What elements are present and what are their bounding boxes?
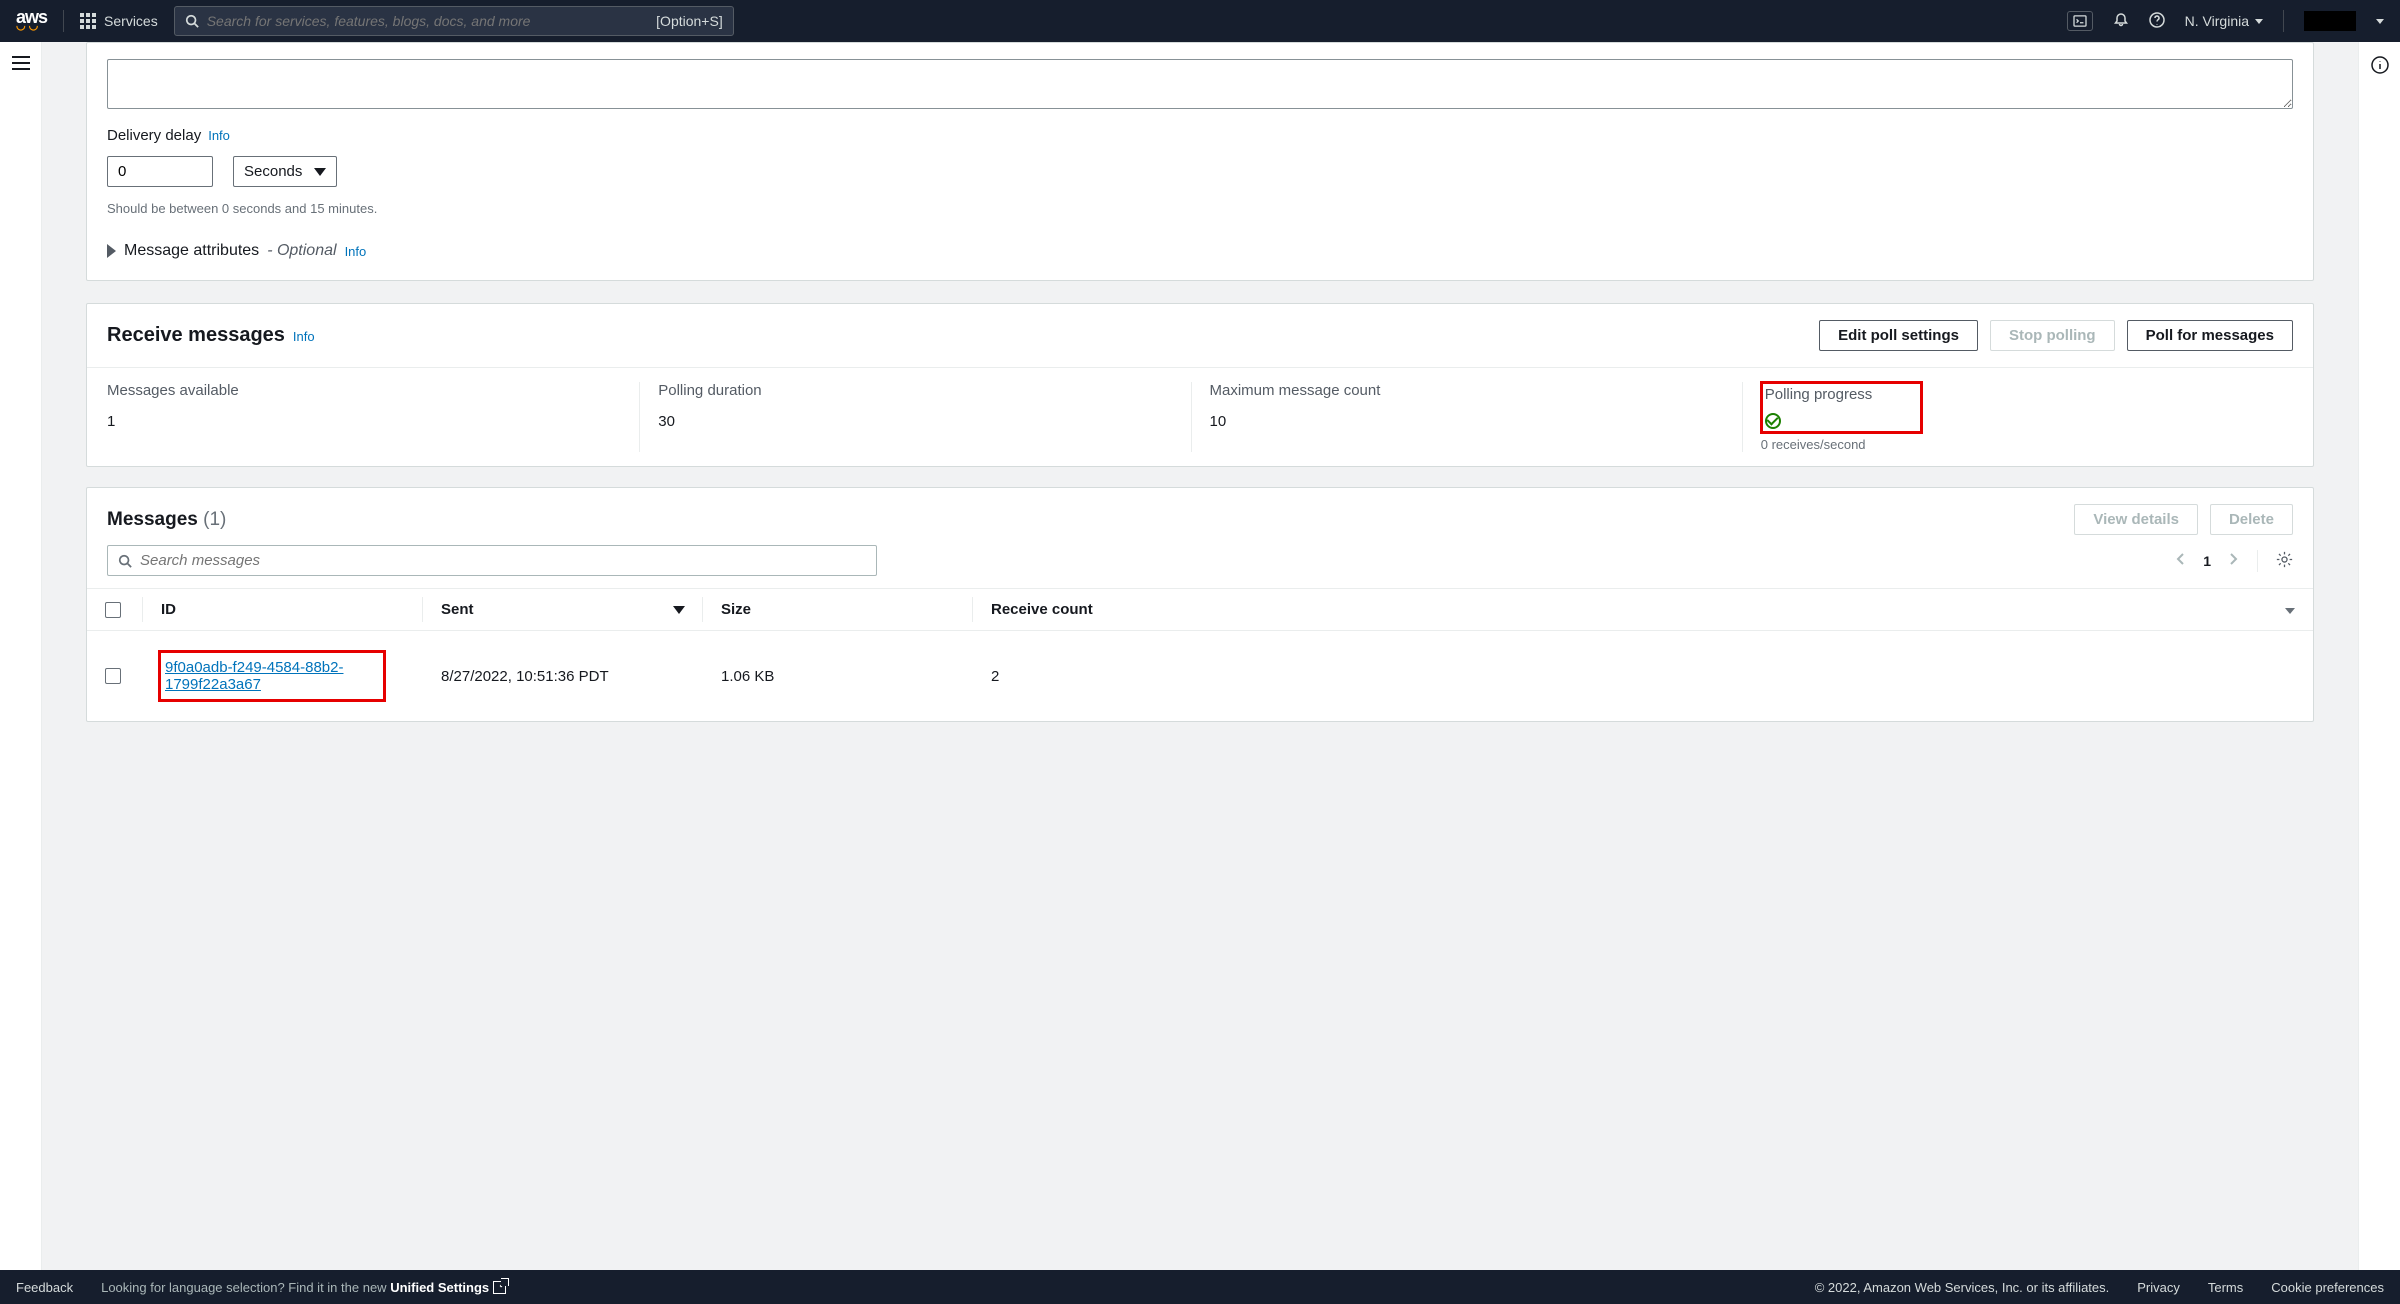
services-label: Services xyxy=(104,13,158,29)
next-page-button[interactable] xyxy=(2229,550,2239,571)
right-rail xyxy=(2358,42,2400,1270)
global-search[interactable]: [Option+S] xyxy=(174,6,734,36)
edit-poll-settings-button[interactable]: Edit poll settings xyxy=(1819,320,1978,351)
delivery-delay-input[interactable] xyxy=(107,156,213,187)
select-all-checkbox[interactable] xyxy=(105,602,121,618)
caret-down-icon xyxy=(2376,19,2384,24)
settings-gear-icon[interactable] xyxy=(2276,551,2293,571)
nav-divider xyxy=(63,10,64,32)
help-panel-toggle-icon[interactable] xyxy=(2371,56,2389,1270)
search-input[interactable] xyxy=(207,13,648,29)
helper-text: Should be between 0 seconds and 15 minut… xyxy=(107,201,2293,216)
search-shortcut: [Option+S] xyxy=(656,13,723,29)
stat-polling-duration: Polling duration 30 xyxy=(640,382,1191,452)
table-header-row: ID Sent Size Receive count xyxy=(87,589,2313,631)
terms-link[interactable]: Terms xyxy=(2208,1280,2243,1295)
chevron-down-icon xyxy=(314,168,326,176)
page-number: 1 xyxy=(2203,553,2211,569)
messages-panel: Messages (1) View details Delete 1 xyxy=(86,487,2314,722)
copyright: © 2022, Amazon Web Services, Inc. or its… xyxy=(1815,1280,2110,1295)
view-details-button: View details xyxy=(2074,504,2198,535)
info-link[interactable]: Info xyxy=(293,329,315,344)
top-nav: aws ◡◡ Services [Option+S] N. Virginia xyxy=(0,0,2400,42)
expand-label: Message attributes xyxy=(124,242,259,260)
optional-label: - Optional xyxy=(267,242,336,260)
aws-logo[interactable]: aws ◡◡ xyxy=(16,12,47,29)
stop-polling-button: Stop polling xyxy=(1990,320,2115,351)
language-hint: Looking for language selection? Find it … xyxy=(101,1280,506,1295)
info-link[interactable]: Info xyxy=(345,244,367,259)
help-icon[interactable] xyxy=(2149,12,2165,31)
cell-receive-count: 2 xyxy=(973,631,2313,722)
send-message-panel: Delivery delay Info Seconds Should be be… xyxy=(86,42,2314,281)
services-grid-icon xyxy=(80,13,96,29)
message-body-textarea[interactable] xyxy=(107,59,2293,109)
expand-icon xyxy=(107,244,116,258)
footer: Feedback Looking for language selection?… xyxy=(0,1270,2400,1304)
col-receive-count[interactable]: Receive count xyxy=(991,601,1093,618)
col-sent[interactable]: Sent xyxy=(441,601,474,618)
region-selector[interactable]: N. Virginia xyxy=(2185,13,2263,29)
row-checkbox[interactable] xyxy=(105,668,121,684)
sort-icon xyxy=(2285,608,2295,614)
messages-search-input[interactable] xyxy=(140,552,866,569)
cell-sent: 8/27/2022, 10:51:36 PDT xyxy=(423,631,703,722)
sort-desc-icon xyxy=(673,606,685,614)
nav-icons: N. Virginia xyxy=(2067,10,2384,32)
region-label: N. Virginia xyxy=(2185,13,2249,29)
success-check-icon xyxy=(1765,413,1781,429)
receive-messages-panel: Receive messages Info Edit poll settings… xyxy=(86,303,2314,467)
account-menu[interactable] xyxy=(2304,11,2356,31)
delivery-delay-label: Delivery delay Info xyxy=(107,127,2293,144)
message-attributes-expander[interactable]: Message attributes - Optional Info xyxy=(107,242,2293,260)
stat-polling-progress: Polling progress 0 receives/second xyxy=(1743,382,2293,452)
panel-title: Receive messages Info xyxy=(107,324,315,347)
poll-for-messages-button[interactable]: Poll for messages xyxy=(2127,320,2293,351)
delivery-delay-unit-select[interactable]: Seconds xyxy=(233,156,337,187)
nav-divider xyxy=(2283,10,2284,32)
delete-button: Delete xyxy=(2210,504,2293,535)
pagination: 1 xyxy=(2175,550,2293,572)
unified-settings-link[interactable]: Unified Settings xyxy=(390,1280,506,1295)
message-id-link[interactable]: 9f0a0adb-f249-4584-88b2-1799f22a3a67 xyxy=(165,659,365,693)
services-button[interactable]: Services xyxy=(80,13,158,29)
messages-title: Messages (1) xyxy=(107,509,226,531)
privacy-link[interactable]: Privacy xyxy=(2137,1280,2180,1295)
search-icon xyxy=(118,554,132,568)
prev-page-button[interactable] xyxy=(2175,550,2185,571)
notifications-icon[interactable] xyxy=(2113,12,2129,31)
col-size[interactable]: Size xyxy=(721,601,751,618)
stat-max-message-count: Maximum message count 10 xyxy=(1192,382,1743,452)
messages-search[interactable] xyxy=(107,545,877,576)
cookie-preferences-link[interactable]: Cookie preferences xyxy=(2271,1280,2384,1295)
sidebar-toggle-icon[interactable] xyxy=(12,56,30,1270)
info-link[interactable]: Info xyxy=(208,128,230,143)
stat-messages-available: Messages available 1 xyxy=(107,382,640,452)
external-link-icon xyxy=(493,1281,506,1294)
table-row: 9f0a0adb-f249-4584-88b2-1799f22a3a67 8/2… xyxy=(87,631,2313,722)
feedback-link[interactable]: Feedback xyxy=(16,1280,73,1295)
col-id[interactable]: ID xyxy=(161,601,176,618)
caret-down-icon xyxy=(2255,19,2263,24)
left-rail xyxy=(0,42,42,1270)
search-icon xyxy=(185,14,199,28)
select-value: Seconds xyxy=(244,163,302,180)
messages-count: (1) xyxy=(203,509,226,530)
cell-size: 1.06 KB xyxy=(703,631,973,722)
cloudshell-icon[interactable] xyxy=(2067,11,2093,31)
